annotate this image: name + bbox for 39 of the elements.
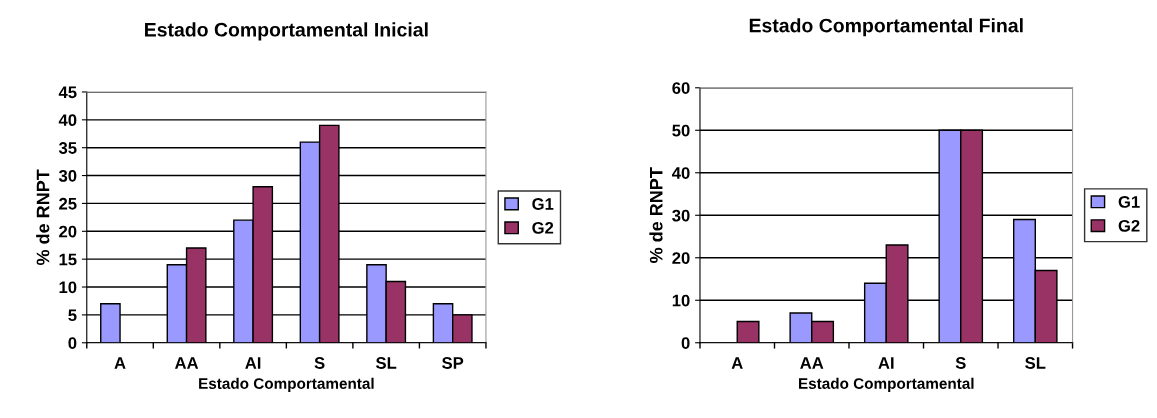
x-tick-label: AI [245,357,261,369]
y-tick-label: 0 [681,337,690,349]
y-tick-label: 60 [672,82,690,94]
y-tick-label: 10 [59,281,77,294]
x-tick-label: AA [174,357,199,369]
y-tick-label: 30 [58,169,77,182]
y-tick-label: 35 [58,142,77,154]
y-tick-label: 20 [59,225,77,238]
y-tick-label: 5 [68,309,77,322]
chart-title: Estado Comportamental Final [749,18,1023,37]
y-tick-label: 25 [59,197,77,210]
y-tick-label: 10 [672,294,690,307]
chart-title: Estado Comportamental Inicial [145,22,428,41]
x-tick-label: S [955,357,966,369]
y-tick-label: 45 [58,86,77,99]
y-axis-title: % de RNPT [649,167,663,263]
y-tick-label: 0 [68,337,77,349]
y-tick-label: 20 [672,252,690,264]
y-tick-label: 15 [59,253,77,266]
legend-label: G2 [1118,219,1140,232]
x-tick-label: SL [1025,357,1046,369]
y-tick-label: 50 [672,124,690,137]
x-tick-label: A [731,357,743,369]
x-tick-label: SP [442,357,464,369]
legend-label: G2 [532,221,554,234]
x-axis-title: Estado Comportamental [199,377,374,392]
x-tick-label: SL [375,357,397,369]
y-axis-title: % de RNPT [36,169,50,266]
bar [736,320,760,343]
x-tick-label: S [314,357,325,369]
x-axis-title: Estado Comportamental [799,377,974,392]
y-tick-label: 40 [58,114,77,127]
x-tick-label: AA [800,357,824,369]
y-tick-label: 40 [671,167,690,179]
y-tick-label: 30 [672,209,690,222]
x-tick-label: AI [878,357,894,369]
x-tick-label: A [114,357,126,369]
legend-label: G1 [1118,196,1140,208]
legend-label: G1 [532,198,554,210]
